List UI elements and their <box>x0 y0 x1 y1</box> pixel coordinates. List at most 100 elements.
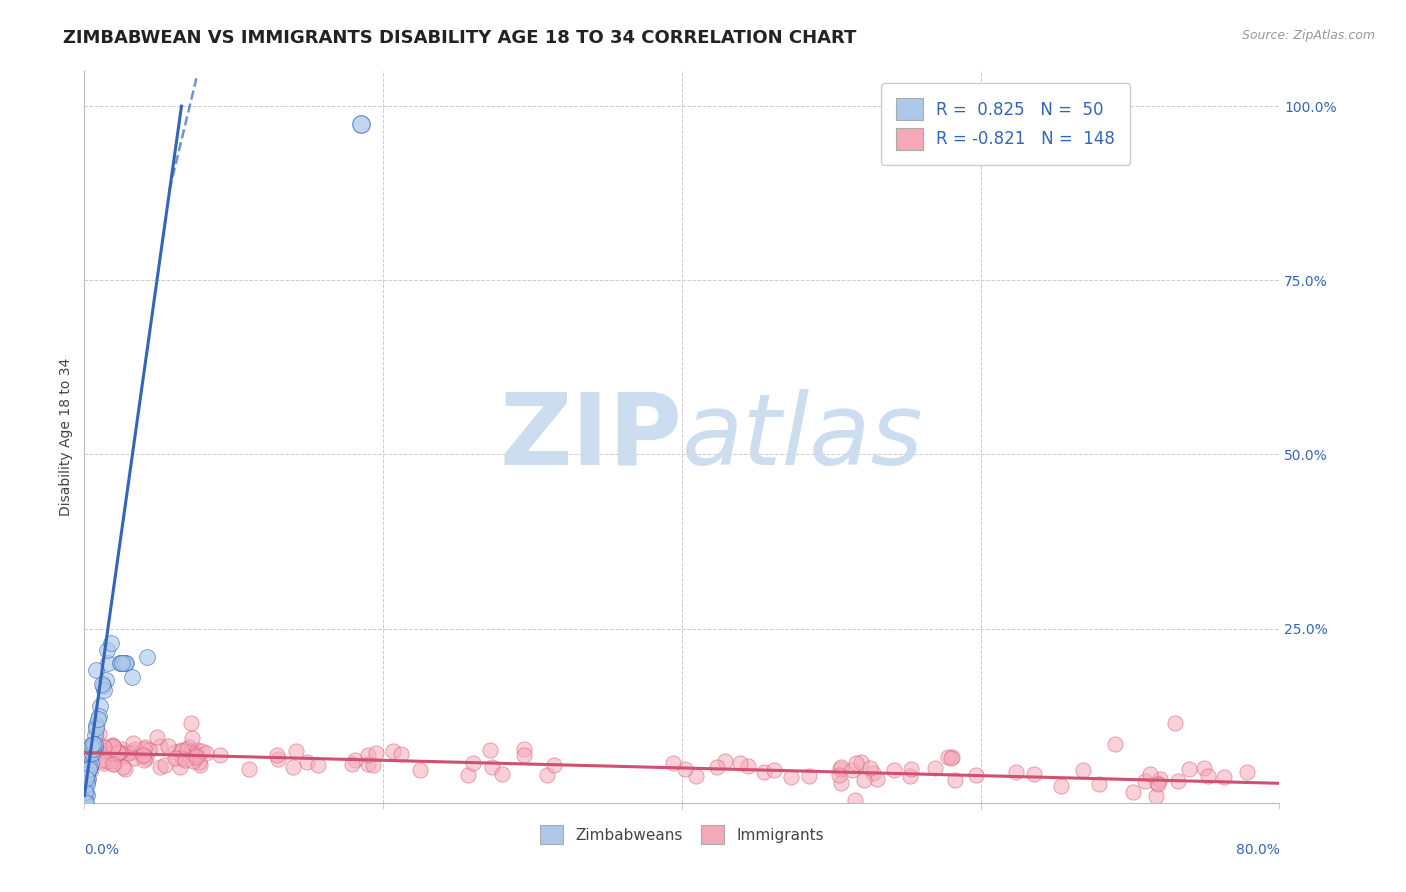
Point <box>381 744 404 758</box>
Point <box>181 754 204 768</box>
Point <box>82 742 104 756</box>
Text: ZIMBABWEAN VS IMMIGRANTS DISABILITY AGE 18 TO 34 CORRELATION CHART: ZIMBABWEAN VS IMMIGRANTS DISABILITY AGE … <box>63 29 856 46</box>
Point <box>845 756 868 770</box>
Point <box>481 760 503 774</box>
Point <box>91 677 114 691</box>
Point <box>82 741 104 756</box>
Point <box>77 753 100 767</box>
Text: 0.0%: 0.0% <box>84 843 120 857</box>
Point <box>728 756 751 770</box>
Point <box>191 744 214 758</box>
Point <box>350 117 373 131</box>
Point <box>1178 762 1201 776</box>
Point <box>513 742 536 756</box>
Point <box>174 753 197 767</box>
Point <box>84 737 107 751</box>
Point <box>266 752 288 766</box>
Point <box>883 763 905 777</box>
Point <box>80 746 103 760</box>
Point <box>84 741 107 756</box>
Point <box>1146 776 1168 790</box>
Point <box>100 754 122 768</box>
Point <box>96 642 118 657</box>
Point <box>134 739 156 754</box>
Point <box>73 796 96 810</box>
Point <box>149 760 172 774</box>
Point <box>844 792 866 806</box>
Point <box>149 739 172 753</box>
Point <box>344 753 367 767</box>
Point <box>238 762 260 776</box>
Point <box>79 752 101 766</box>
Point <box>169 759 191 773</box>
Point <box>827 767 849 781</box>
Point <box>100 739 122 753</box>
Point <box>134 742 156 756</box>
Point <box>76 741 98 756</box>
Point <box>122 746 145 760</box>
Point <box>662 756 685 770</box>
Point <box>1149 772 1171 787</box>
Point <box>389 747 412 761</box>
Point <box>103 740 125 755</box>
Point <box>76 777 98 791</box>
Point <box>831 775 853 789</box>
Point <box>86 747 108 761</box>
Point <box>1024 767 1046 781</box>
Point <box>1122 784 1144 798</box>
Point <box>80 739 103 753</box>
Point <box>134 749 156 764</box>
Point <box>75 785 97 799</box>
Point <box>180 744 202 758</box>
Point <box>762 763 785 777</box>
Point <box>103 739 125 753</box>
Point <box>136 649 159 664</box>
Point <box>84 718 107 732</box>
Point <box>779 770 801 784</box>
Point <box>90 753 112 767</box>
Point <box>713 755 735 769</box>
Point <box>924 761 946 775</box>
Point <box>859 761 882 775</box>
Point <box>170 743 193 757</box>
Point <box>170 744 193 758</box>
Point <box>491 766 513 780</box>
Point <box>84 721 107 735</box>
Point <box>94 673 117 687</box>
Point <box>110 745 132 759</box>
Point <box>186 750 208 764</box>
Point <box>478 743 501 757</box>
Point <box>121 670 143 684</box>
Point <box>1071 763 1094 777</box>
Point <box>117 746 139 760</box>
Point <box>77 772 100 786</box>
Point <box>153 757 176 772</box>
Point <box>111 657 134 671</box>
Text: atlas: atlas <box>682 389 924 485</box>
Point <box>114 762 136 776</box>
Point <box>184 747 207 762</box>
Point <box>457 768 479 782</box>
Point <box>75 796 97 810</box>
Point <box>1104 737 1126 751</box>
Point <box>866 772 889 786</box>
Point <box>87 712 110 726</box>
Point <box>103 756 125 771</box>
Point <box>124 741 146 756</box>
Point <box>115 657 138 671</box>
Point <box>77 762 100 776</box>
Text: ZIP: ZIP <box>499 389 682 485</box>
Point <box>208 747 231 762</box>
Point <box>737 759 759 773</box>
Point <box>966 767 988 781</box>
Point <box>1164 715 1187 730</box>
Point <box>108 746 131 760</box>
Point <box>86 737 108 751</box>
Point <box>297 756 319 770</box>
Point <box>180 716 202 731</box>
Point <box>114 657 136 671</box>
Point <box>685 769 707 783</box>
Point <box>165 751 187 765</box>
Point <box>91 679 114 693</box>
Point <box>364 747 387 761</box>
